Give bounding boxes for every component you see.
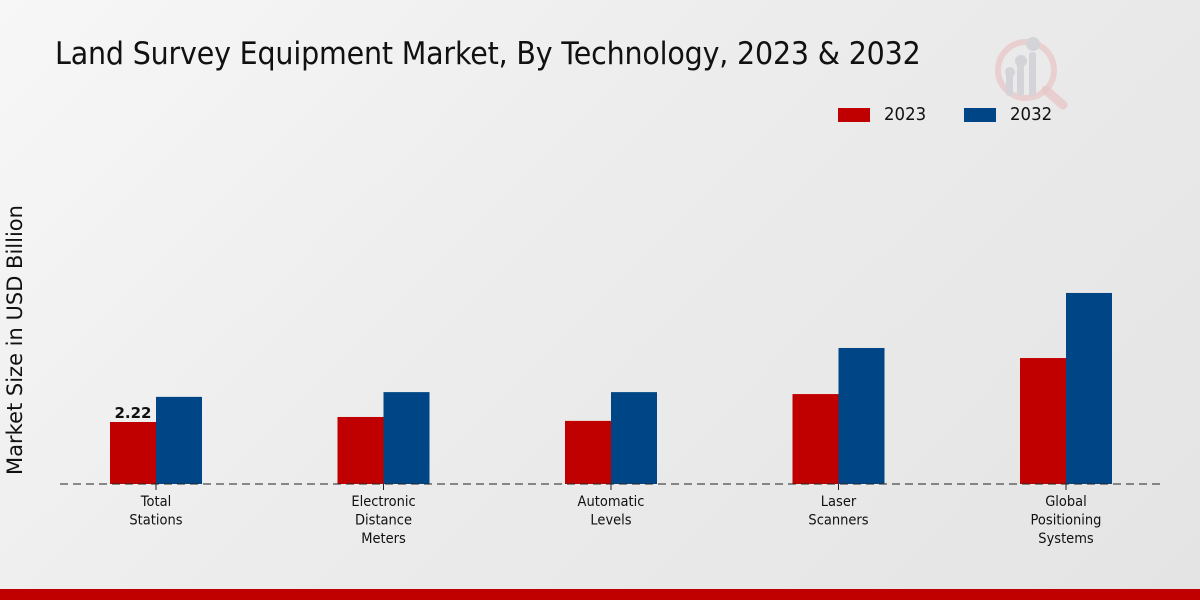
x-tick-label: Systems [1038,530,1093,547]
x-tick-label: Total [140,493,171,510]
legend-item-2032: 2032 [963,104,1056,125]
bar-2023-laser-scanners [792,394,839,484]
legend-label-2032: 2032 [1009,104,1052,125]
legend-swatch-2032 [963,107,996,122]
bar-2023-total-stations [110,421,156,484]
data-label: 2.22 [114,404,151,422]
x-tick-label: Stations [129,512,182,529]
legend: 2023 2032 [838,104,1090,125]
x-tick-label: Distance [355,512,412,529]
legend-swatch-2023 [838,107,870,122]
brand-logo-icon [995,37,1068,110]
bar-2023-electronic-distance-meters [337,416,384,484]
x-tick-label: Positioning [1031,512,1102,529]
bar-2023-automatic-levels [565,420,611,484]
x-tick-label: Levels [590,512,631,529]
bar-2032-total-stations [156,396,202,484]
x-tick-label: Electronic [351,493,415,510]
bar-2032-global-positioning-systems [1066,292,1112,484]
legend-label-2023: 2023 [884,104,927,125]
footer-bar [0,589,1200,600]
bar-2032-laser-scanners [838,347,885,484]
bar-2023-global-positioning-systems [1020,358,1066,484]
x-tick-label: Automatic [578,493,645,510]
x-tick-label: Meters [361,530,406,547]
bar-2032-electronic-distance-meters [383,392,430,484]
x-tick-label: Global [1045,493,1087,510]
legend-item-2023: 2023 [838,104,930,125]
chart-title: Land Survey Equipment Market, By Technol… [55,36,921,72]
bar-2032-automatic-levels [611,392,657,484]
x-tick-label: Scanners [808,512,868,529]
x-tick-label: Laser [821,493,857,510]
